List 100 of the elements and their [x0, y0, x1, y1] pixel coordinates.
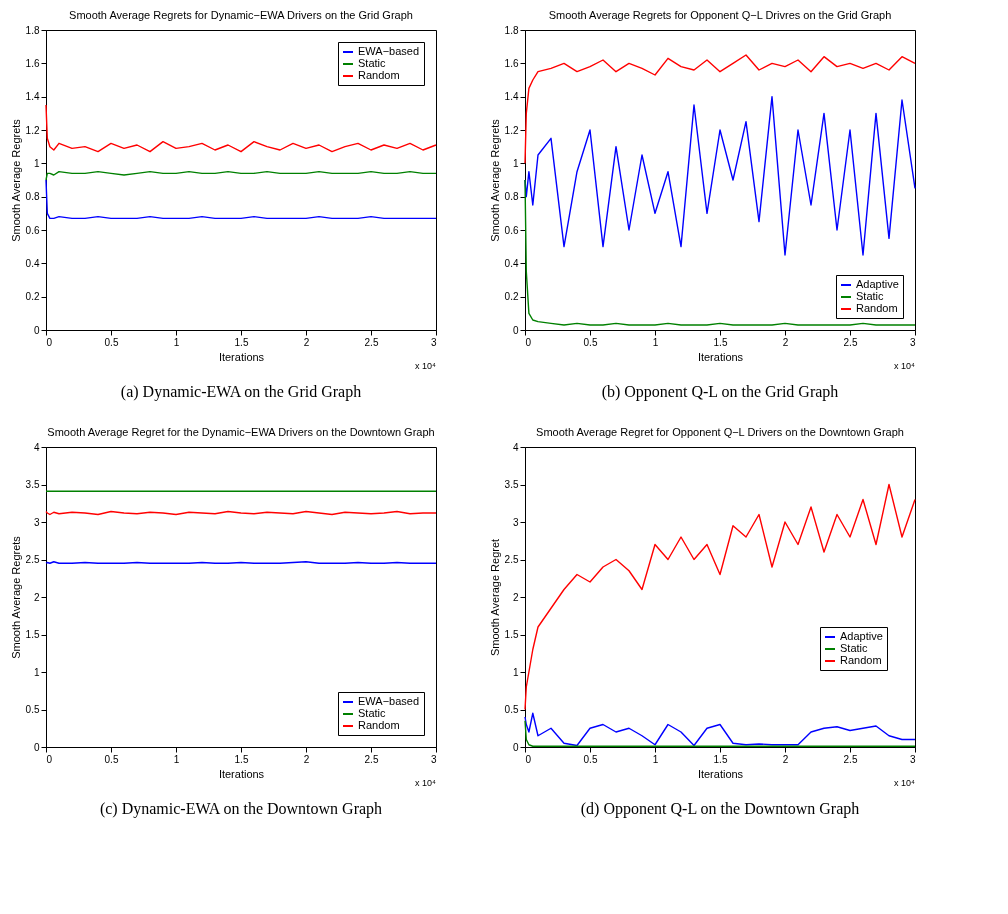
legend-label: Random — [840, 654, 882, 666]
y-tick-label: 3.5 — [25, 479, 40, 490]
y-tick-label: 1.8 — [504, 24, 519, 36]
x-tick-label: 2 — [303, 336, 310, 348]
x-tick-label: 0 — [46, 753, 53, 765]
x-axis-title: Iterations — [218, 350, 265, 363]
legend-label: Random — [358, 719, 400, 731]
y-tick-label: 3 — [512, 516, 519, 528]
line-series — [524, 712, 916, 747]
chart-title: Smooth Average Regret for the Dynamic−EWA Drivers on the Downtown Graph — [47, 426, 435, 438]
y-tick-label: 0 — [512, 324, 519, 336]
y-tick-label: 0 — [33, 324, 40, 336]
legend-label: EWA−based — [358, 45, 420, 57]
y-tick-label: 1.4 — [504, 91, 519, 103]
y-tick-label: 1 — [33, 666, 40, 678]
y-axis-title: Smooth Average Regrets — [9, 118, 22, 242]
y-tick-label: 0.5 — [504, 704, 519, 715]
line-series — [524, 720, 916, 747]
line-series — [45, 170, 437, 181]
line-series — [45, 104, 437, 153]
x-tick-label: 3 — [909, 753, 916, 765]
y-tick-label: 4 — [33, 441, 40, 453]
y-tick-label: 1.8 — [25, 24, 40, 36]
x-tick-label: 1 — [173, 336, 180, 348]
chart-title: Smooth Average Regret for Opponent Q−L Drivers on the Downtown Graph — [536, 426, 904, 438]
y-tick-label: 0.2 — [25, 291, 40, 303]
legend-label: Random — [358, 69, 400, 81]
x-tick-label: 2.5 — [843, 753, 858, 765]
text: x 10⁴ — [894, 778, 916, 788]
chart-title: Smooth Average Regrets for Opponent Q−L Drivres on the Grid Graph — [548, 9, 892, 21]
x-tick-label: 0.5 — [104, 753, 119, 765]
x-tick-label: 0 — [525, 753, 532, 765]
x-tick-label: 1.5 — [713, 753, 728, 765]
legend-label: Adaptive — [856, 278, 899, 290]
y-tick-label: 0 — [33, 741, 40, 753]
y-tick-label: 0.8 — [504, 191, 519, 203]
legend-label: Static — [358, 57, 387, 69]
y-tick-label: 4 — [512, 441, 519, 453]
x-tick-label: 0.5 — [583, 336, 598, 348]
y-tick-label: 1.6 — [25, 57, 40, 69]
x-axis-title: Iterations — [697, 350, 744, 363]
x-axis-title: Iterations — [697, 767, 744, 780]
y-tick-label: 1.5 — [25, 629, 40, 640]
y-tick-label: 0.4 — [25, 257, 40, 269]
legend-label: Adaptive — [840, 630, 883, 642]
x-tick-label: 3 — [430, 753, 437, 765]
y-axis-title: Smooth Average Regrets — [488, 118, 501, 242]
x-tick-label: 1.5 — [234, 336, 249, 348]
text: x 10⁴ — [894, 361, 916, 371]
y-tick-label: 0 — [512, 741, 519, 753]
x-tick-label: 2 — [303, 753, 310, 765]
y-tick-label: 0.5 — [25, 704, 40, 715]
y-axis-title: Smooth Average Regret — [488, 538, 501, 657]
x-tick-label: 1.5 — [713, 336, 728, 348]
x-tick-label: 0 — [46, 336, 53, 348]
x-tick-label: 2 — [782, 753, 789, 765]
y-tick-label: 3 — [33, 516, 40, 528]
y-tick-label: 0.6 — [25, 224, 40, 236]
x-tick-label: 1 — [652, 753, 659, 765]
x-axis-title: Iterations — [218, 767, 265, 780]
y-tick-label: 1 — [512, 666, 519, 678]
x-tick-label: 2.5 — [364, 336, 379, 348]
y-tick-label: 2 — [512, 591, 519, 603]
y-tick-label: 0.4 — [504, 257, 519, 269]
y-tick-label: 1.2 — [25, 124, 40, 136]
x-tick-label: 1.5 — [234, 753, 249, 765]
x-tick-label: 0 — [525, 336, 532, 348]
x-tick-label: 3 — [909, 336, 916, 348]
text: x 10⁴ — [415, 361, 437, 371]
y-tick-label: 2 — [33, 591, 40, 603]
y-tick-label: 0.6 — [504, 224, 519, 236]
x-tick-label: 2.5 — [843, 336, 858, 348]
y-tick-label: 1.4 — [25, 91, 40, 103]
x-tick-label: 0.5 — [583, 753, 598, 765]
legend-label: Static — [840, 642, 869, 654]
x-tick-label: 1 — [173, 753, 180, 765]
y-tick-label: 0.8 — [25, 191, 40, 203]
text: (d) Opponent Q-L on the Downtown Graph — [580, 800, 860, 818]
y-axis-title: Smooth Average Regrets — [9, 535, 22, 659]
legend-label: Random — [856, 302, 898, 314]
y-tick-label: 1.6 — [504, 57, 519, 69]
legend-label: EWA−based — [358, 695, 420, 707]
x-tick-label: 2.5 — [364, 753, 379, 765]
chart-title: Smooth Average Regrets for Dynamic−EWA Drivers on the Grid Graph — [69, 9, 413, 21]
line-series — [524, 483, 916, 711]
y-tick-label: 2.5 — [504, 554, 519, 565]
text: (a) Dynamic-EWA on the Grid Graph — [120, 383, 362, 401]
x-tick-label: 1 — [652, 336, 659, 348]
y-tick-label: 1.2 — [504, 124, 519, 136]
y-tick-label: 1 — [33, 157, 40, 169]
line-series — [524, 179, 916, 326]
line-series — [524, 95, 916, 256]
y-tick-label: 2.5 — [25, 554, 40, 565]
x-tick-label: 2 — [782, 336, 789, 348]
y-tick-label: 1 — [512, 157, 519, 169]
y-tick-label: 3.5 — [504, 479, 519, 490]
y-tick-label: 0.2 — [504, 291, 519, 303]
y-tick-label: 1.5 — [504, 629, 519, 640]
text: x 10⁴ — [415, 778, 437, 788]
legend-label: Static — [358, 707, 387, 719]
